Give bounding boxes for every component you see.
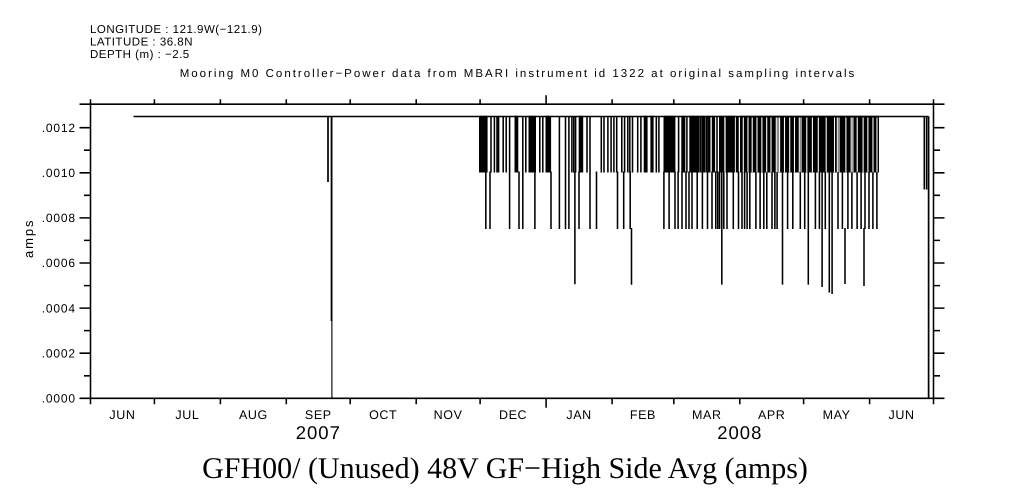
svg-text:MAY: MAY xyxy=(823,408,851,422)
svg-text:NOV: NOV xyxy=(434,408,463,422)
svg-text:Mooring M0 Controller−Power da: Mooring M0 Controller−Power data from MB… xyxy=(180,68,857,80)
svg-text:.0010: .0010 xyxy=(42,166,76,180)
svg-text:OCT: OCT xyxy=(369,408,397,422)
svg-text:JUN: JUN xyxy=(889,408,915,422)
svg-text:JAN: JAN xyxy=(566,408,591,422)
svg-text:FEB: FEB xyxy=(630,408,656,422)
svg-text:MAR: MAR xyxy=(692,408,722,422)
svg-text:amps: amps xyxy=(21,219,36,258)
svg-text:AUG: AUG xyxy=(239,408,268,422)
svg-text:.0006: .0006 xyxy=(42,256,76,270)
svg-text:SEP: SEP xyxy=(305,408,332,422)
svg-text:.0004: .0004 xyxy=(42,301,76,315)
svg-text:.0008: .0008 xyxy=(42,211,76,225)
svg-text:.0002: .0002 xyxy=(42,346,76,360)
svg-text:DEC: DEC xyxy=(499,408,527,422)
svg-text:JUL: JUL xyxy=(175,408,199,422)
svg-text:LATITUDE : 36.8N: LATITUDE : 36.8N xyxy=(90,37,193,49)
svg-text:GFH00/ (Unused) 48V GF−High Si: GFH00/ (Unused) 48V GF−High Side Avg (am… xyxy=(202,452,808,485)
svg-text:.0012: .0012 xyxy=(42,121,76,135)
svg-text:.0000: .0000 xyxy=(42,392,76,406)
svg-text:DEPTH (m) : −2.5: DEPTH (m) : −2.5 xyxy=(90,49,190,61)
svg-text:APR: APR xyxy=(758,408,786,422)
svg-text:LONGITUDE : 121.9W(−121.9): LONGITUDE : 121.9W(−121.9) xyxy=(90,24,262,36)
svg-text:2007: 2007 xyxy=(296,422,341,443)
svg-text:2008: 2008 xyxy=(717,422,762,443)
svg-text:JUN: JUN xyxy=(109,408,135,422)
